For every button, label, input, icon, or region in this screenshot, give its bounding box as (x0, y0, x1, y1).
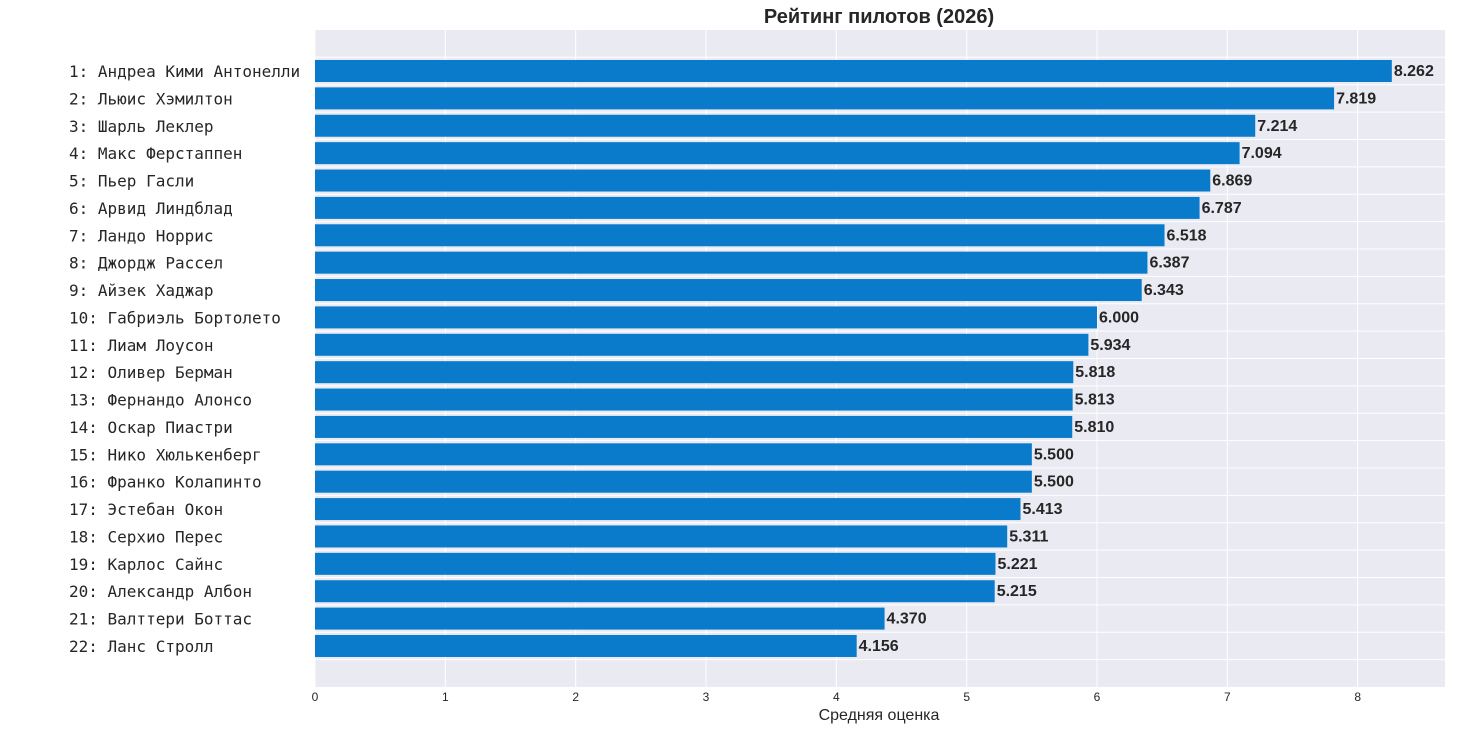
bars (315, 60, 1392, 657)
value-label: 5.934 (1090, 337, 1130, 354)
category-label: 21: Валттери Боттас (69, 610, 252, 629)
x-tick-label: 0 (312, 690, 319, 704)
bar (315, 333, 1089, 356)
category-label: 5: Пьер Гасли (69, 172, 194, 191)
x-axis-title: Средняя оценка (819, 707, 940, 724)
value-label: 7.819 (1336, 90, 1376, 107)
value-label: 5.413 (1023, 501, 1063, 518)
category-label: 19: Карлос Сайнс (69, 555, 223, 574)
category-label: 4: Макс Ферстаппен (69, 144, 242, 163)
x-tick-label: 2 (572, 690, 579, 704)
value-label: 5.215 (997, 583, 1037, 600)
category-label: 9: Айзек Хаджар (69, 281, 214, 300)
bar (315, 306, 1098, 329)
bar (315, 525, 1008, 548)
bar (315, 607, 885, 630)
x-tick-label: 1 (442, 690, 449, 704)
value-label: 6.343 (1144, 282, 1184, 299)
bar (315, 552, 996, 575)
bar (315, 196, 1200, 219)
bar (315, 87, 1335, 110)
x-tick-labels: 0 1 2 3 4 5 6 7 8 (312, 690, 1362, 704)
x-tick-label: 8 (1354, 690, 1361, 704)
value-labels: 8.262 7.819 7.214 7.094 6.869 6.787 6.518 6.387… (859, 63, 1434, 655)
bar (315, 361, 1074, 384)
value-label: 6.787 (1202, 200, 1242, 217)
value-label: 6.869 (1212, 173, 1252, 190)
category-label: 14: Оскар Пиастри (69, 418, 233, 437)
category-label: 13: Фернандо Алонсо (69, 391, 252, 410)
category-labels: 1: Андреа Кими Антонелли 2: Льюис Хэмилто… (69, 62, 300, 656)
x-tick-label: 5 (963, 690, 970, 704)
bar (315, 498, 1021, 521)
bar (315, 142, 1240, 165)
bar (315, 224, 1165, 247)
value-label: 5.221 (997, 556, 1037, 573)
category-label: 16: Франко Колапинто (69, 473, 262, 492)
chart-title: Рейтинг пилотов (2026) (764, 6, 994, 28)
value-label: 4.370 (887, 611, 927, 628)
value-label: 6.000 (1099, 309, 1139, 326)
bar (315, 251, 1148, 274)
category-label: 11: Лиам Лоусон (69, 336, 214, 355)
x-tick-label: 7 (1224, 690, 1231, 704)
category-label: 10: Габриэль Бортолето (69, 308, 281, 327)
category-label: 1: Андреа Кими Антонелли (69, 62, 300, 81)
bar (315, 415, 1073, 438)
value-label: 6.387 (1149, 255, 1189, 272)
bar (315, 470, 1032, 493)
value-label: 7.094 (1242, 145, 1282, 162)
x-tick-label: 4 (833, 690, 840, 704)
bar (315, 114, 1256, 137)
category-label: 18: Серхио Перес (69, 527, 223, 546)
category-label: 20: Александр Албон (69, 582, 252, 601)
value-label: 4.156 (859, 638, 899, 655)
x-tick-label: 6 (1094, 690, 1101, 704)
gridlines (314, 30, 1445, 687)
category-label: 7: Ландо Норрис (69, 226, 214, 245)
value-label: 5.500 (1034, 446, 1074, 463)
bar (315, 443, 1032, 466)
value-label: 5.813 (1075, 392, 1115, 409)
value-label: 7.214 (1257, 118, 1297, 135)
value-label: 6.518 (1167, 227, 1207, 244)
bar (315, 169, 1211, 192)
bar (315, 388, 1073, 411)
category-label: 3: Шарль Леклер (69, 117, 214, 136)
value-label: 5.500 (1034, 474, 1074, 491)
value-label: 5.311 (1009, 528, 1048, 545)
category-label: 12: Оливер Берман (69, 363, 233, 382)
bar (315, 580, 995, 603)
category-label: 15: Нико Хюлькенберг (69, 445, 262, 464)
category-label: 22: Ланс Стролл (69, 637, 214, 656)
category-label: 2: Льюис Хэмилтон (69, 89, 233, 108)
category-label: 17: Эстебан Окон (69, 500, 223, 519)
value-label: 5.810 (1074, 419, 1114, 436)
value-label: 8.262 (1394, 63, 1434, 80)
x-tick-label: 3 (703, 690, 710, 704)
bar (315, 60, 1392, 82)
category-label: 6: Арвид Линдблад (69, 199, 233, 218)
value-label: 5.818 (1075, 364, 1115, 381)
bar (315, 279, 1142, 302)
category-label: 8: Джордж Рассел (69, 254, 223, 273)
bar (315, 634, 857, 657)
